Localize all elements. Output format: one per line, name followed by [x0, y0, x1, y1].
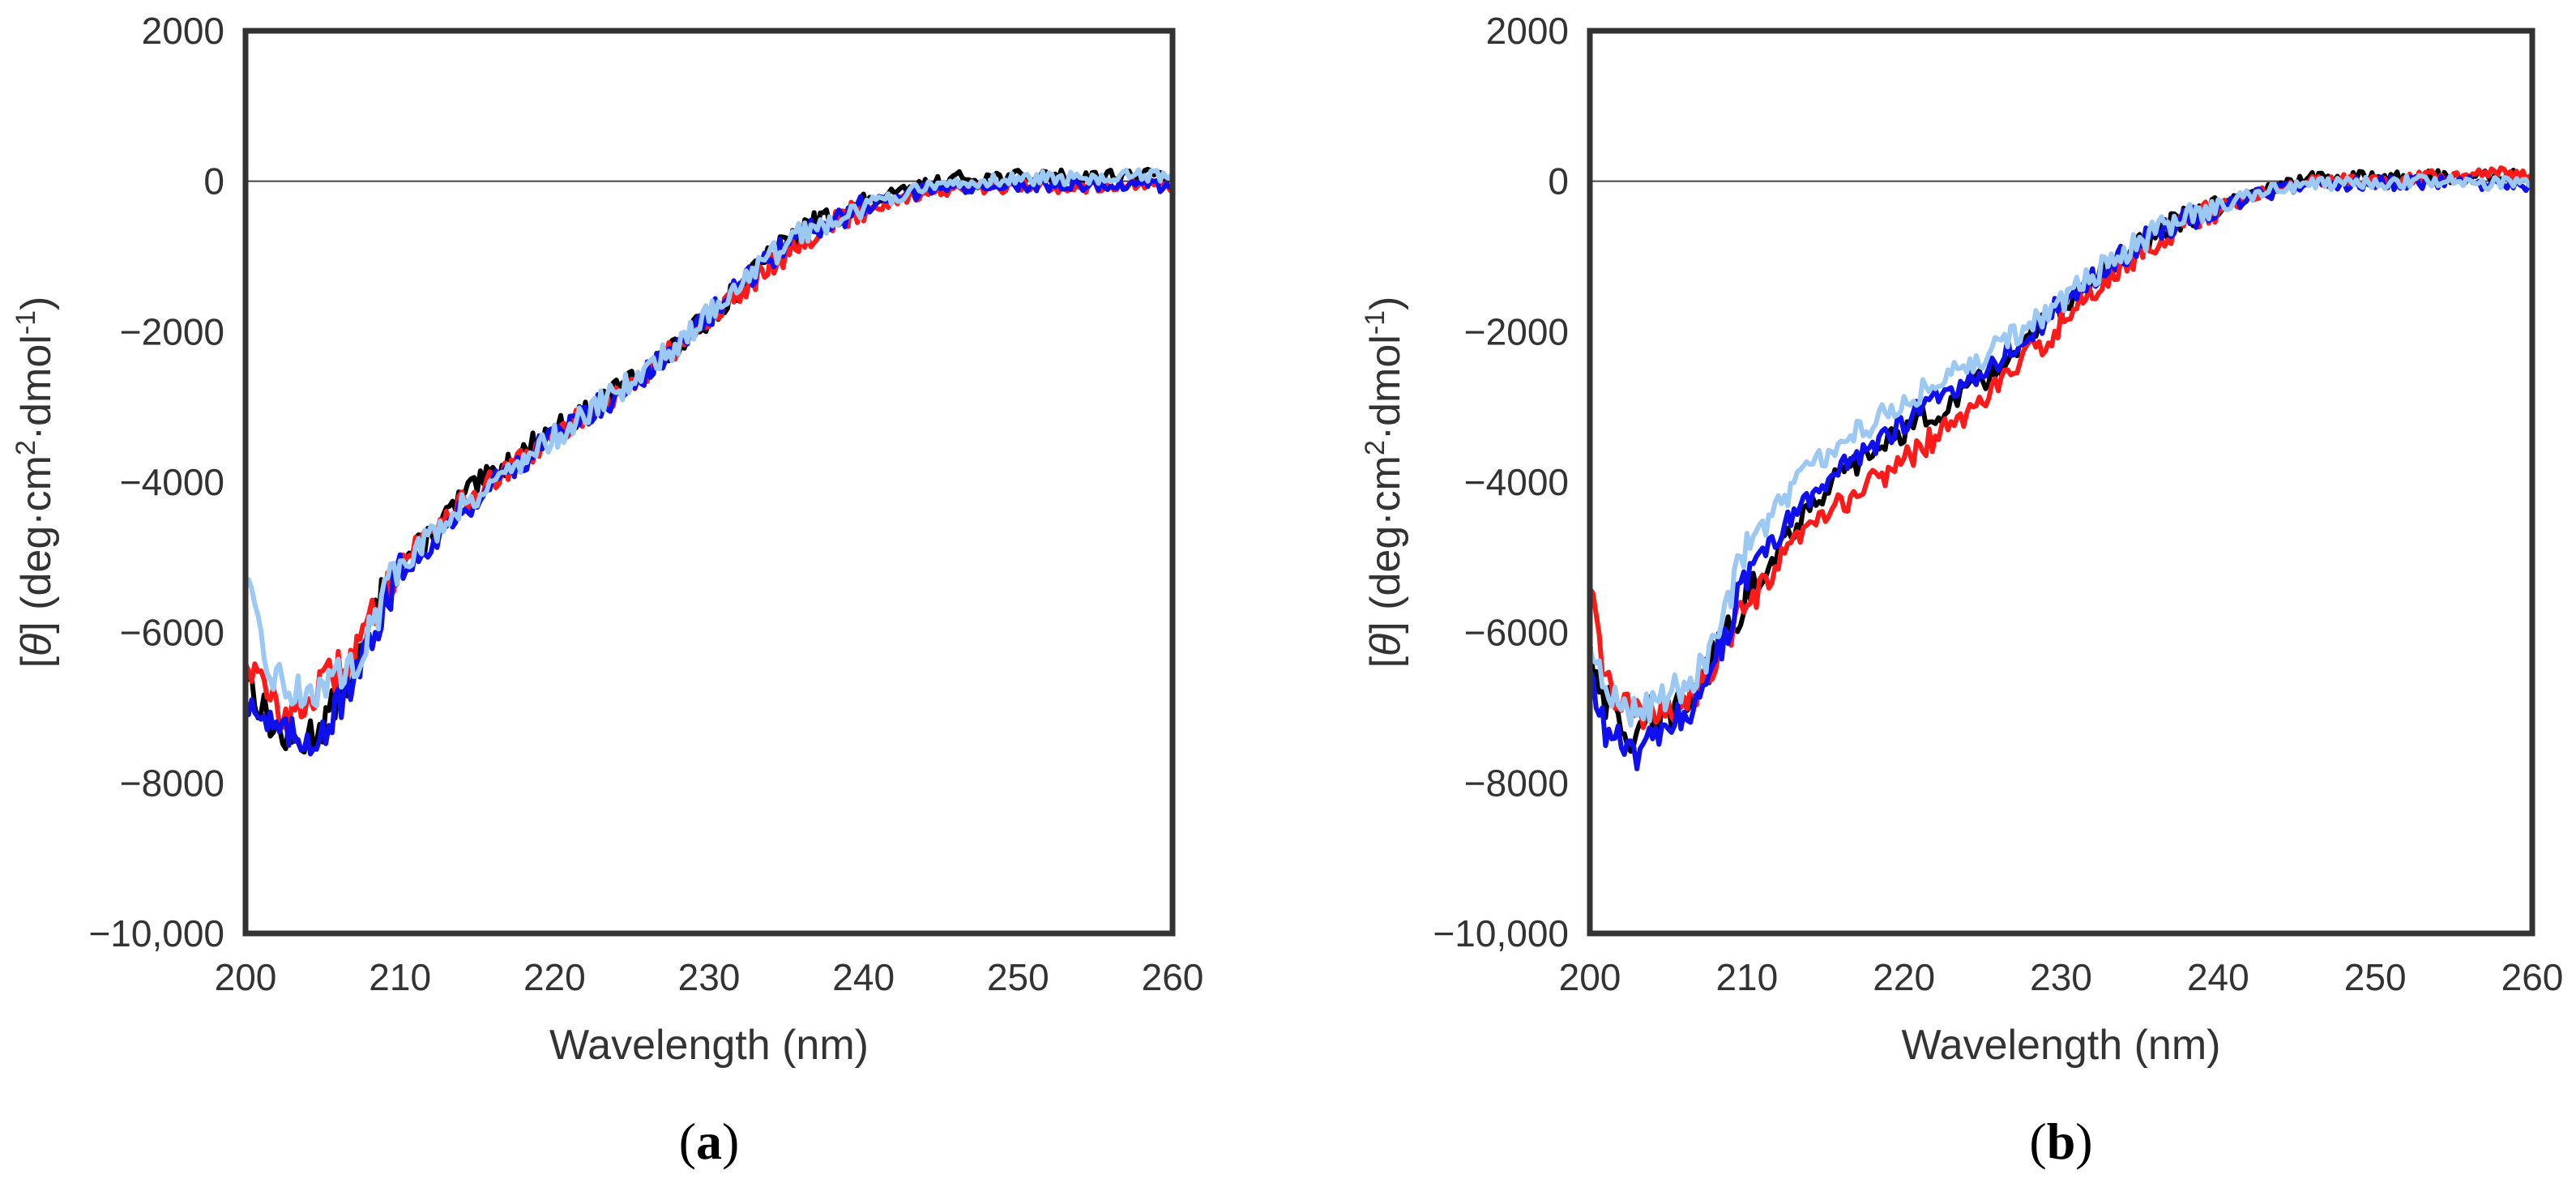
y-axis-title: [θ] (deg·cm2·dmol-1) — [1360, 297, 1409, 668]
y-tick-label: −6000 — [120, 612, 224, 654]
series-line-blue — [246, 176, 1173, 757]
y-axis-title-part: ) — [13, 297, 60, 310]
panel-b: 200 210 220 230 240 250 260 2000 0 −2000 −4000 −600… — [1360, 10, 2563, 1170]
series-line-red — [246, 177, 1173, 732]
y-axis-title-part: [ — [1362, 656, 1409, 668]
x-tick-label: 240 — [832, 956, 895, 998]
x-tick-label: 210 — [369, 956, 431, 998]
panel-label-open: ( — [679, 1112, 696, 1170]
panel-label-letter: a — [696, 1112, 722, 1170]
y-axis-title-part: ·dmol — [1362, 335, 1409, 440]
x-tick-label: 230 — [2030, 956, 2092, 998]
y-tick-label: 2000 — [142, 10, 224, 52]
series-line-red — [1590, 165, 2532, 730]
y-axis-title-part: 2 — [1360, 440, 1391, 455]
y-axis-title-part: ] (deg·cm — [1362, 455, 1409, 634]
x-tick-label: 230 — [678, 956, 741, 998]
panel-label: (b) — [2029, 1112, 2092, 1170]
series-line-light-blue — [1590, 173, 2532, 728]
y-tick-label: −6000 — [1464, 612, 1569, 654]
y-tick-label: 0 — [203, 160, 224, 203]
x-tick-label: 240 — [2187, 956, 2249, 998]
x-tick-label: 220 — [1873, 956, 1935, 998]
y-tick-label: −10,000 — [1433, 912, 1569, 954]
y-tick-label: −8000 — [1464, 762, 1569, 804]
y-axis-title-part: ) — [1362, 297, 1409, 310]
panel-label-letter: b — [2047, 1112, 2076, 1170]
series-group — [1590, 165, 2532, 771]
y-axis-title: [θ] (deg·cm2·dmol-1) — [11, 297, 60, 668]
x-tick-label: 220 — [523, 956, 586, 998]
x-axis-title: Wavelength (nm) — [1902, 1022, 2221, 1069]
panel-label-open: ( — [2029, 1112, 2046, 1170]
plot-frame — [242, 28, 1176, 937]
series-group — [246, 166, 1173, 757]
panel-label: (a) — [679, 1112, 740, 1170]
x-tick-label: 260 — [2501, 956, 2564, 998]
x-tick-label: 250 — [2344, 956, 2407, 998]
series-line-light-blue — [246, 167, 1173, 709]
y-tick-label: −2000 — [1464, 310, 1569, 352]
panel-label-close: ) — [722, 1112, 739, 1170]
y-tick-label: −10,000 — [88, 912, 224, 954]
y-tick-label: 2000 — [1486, 10, 1569, 52]
panel-a: 200 210 220 230 240 250 260 2000 0 −2000 −4000 −600… — [11, 10, 1203, 1170]
y-axis-title-part: ] (deg·cm — [13, 455, 60, 634]
y-axis-title-part: θ — [13, 634, 60, 656]
y-axis-title-part: [ — [13, 656, 60, 668]
series-line-black — [1590, 168, 2532, 754]
series-line-black — [246, 166, 1173, 755]
y-tick-label: −4000 — [1464, 461, 1569, 503]
y-axis-title-part: 2 — [11, 440, 41, 455]
x-tick-label: 200 — [1559, 956, 1621, 998]
panel-label-close: ) — [2075, 1112, 2092, 1170]
x-axis-title: Wavelength (nm) — [549, 1022, 869, 1069]
series-line-blue — [1590, 173, 2532, 771]
x-tick-label: 260 — [1142, 956, 1204, 998]
y-tick-label: −2000 — [120, 310, 224, 352]
y-tick-label: −4000 — [120, 461, 224, 503]
y-axis-title-part: -1 — [11, 310, 41, 335]
y-axis-title-part: θ — [1362, 634, 1409, 656]
y-tick-label: 0 — [1548, 160, 1569, 203]
x-tick-label: 250 — [987, 956, 1049, 998]
x-tick-label: 200 — [215, 956, 277, 998]
y-axis-title-part: -1 — [1360, 310, 1391, 335]
plot-frame — [1587, 28, 2535, 937]
x-tick-label: 210 — [1715, 956, 1778, 998]
y-tick-label: −8000 — [120, 762, 224, 804]
y-axis-title-part: ·dmol — [13, 335, 60, 440]
